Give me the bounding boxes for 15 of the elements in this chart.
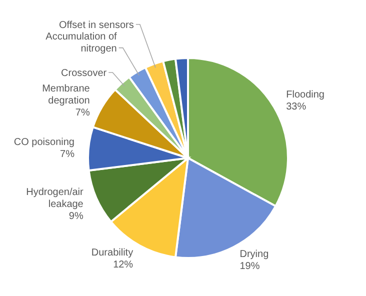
data-label: 12%: [113, 259, 134, 270]
data-label: 33%: [286, 101, 306, 112]
slice-label: CO poisoning: [14, 136, 75, 148]
slice-label: Accumulation of nitrogen: [46, 31, 118, 54]
data-label: 9%: [68, 210, 84, 222]
slice-label: Hydrogen/air leakage: [26, 186, 84, 210]
slice-label: Crossover: [61, 68, 108, 79]
slice-label: Durability: [91, 247, 134, 258]
data-label: 19%: [240, 261, 260, 272]
slice-label: Offset in sensors: [59, 20, 134, 31]
slice-label: Flooding: [286, 89, 324, 100]
slice-label: Drying: [240, 249, 269, 260]
data-label: 7%: [75, 107, 90, 118]
slice-label: Membrane degration: [42, 83, 90, 106]
data-label: 7%: [60, 148, 75, 160]
